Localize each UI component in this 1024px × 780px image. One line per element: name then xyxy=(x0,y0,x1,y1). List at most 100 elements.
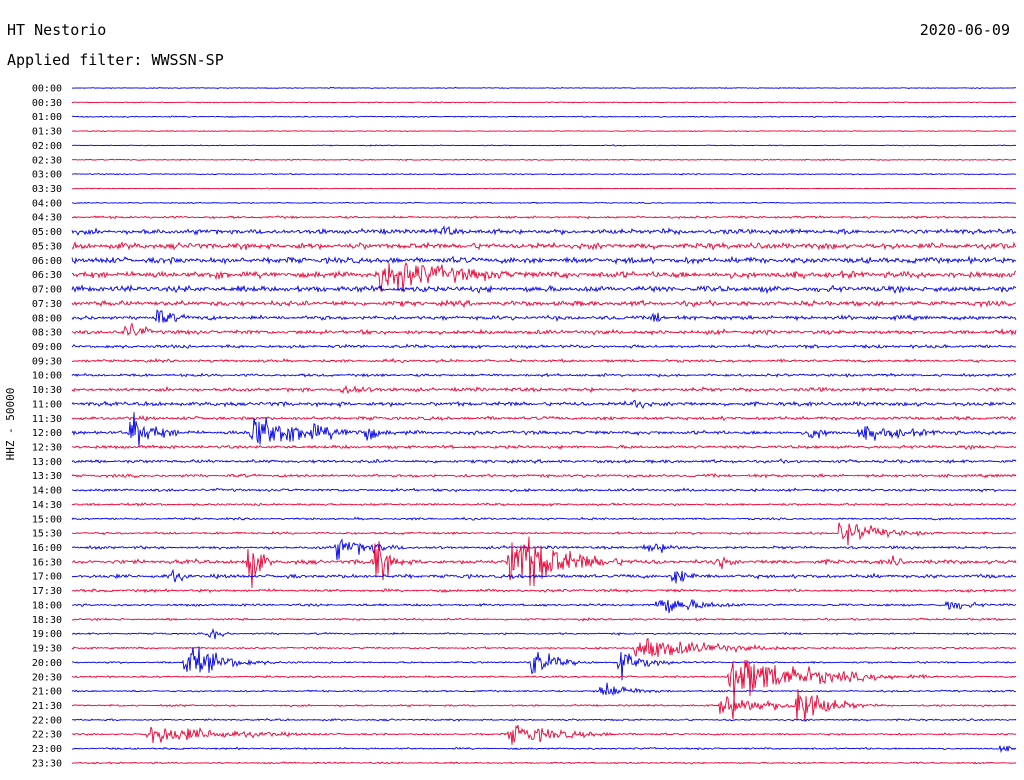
trace-row-0630 xyxy=(71,261,1017,292)
time-tick-label: 10:30 xyxy=(32,385,62,396)
time-tick-label: 07:00 xyxy=(32,285,62,296)
time-tick-label: 01:00 xyxy=(32,112,62,123)
trace-row-1500 xyxy=(71,516,1017,521)
trace-row-1530 xyxy=(71,522,1017,546)
trace-row-2000 xyxy=(71,646,1017,681)
time-tick-label: 16:00 xyxy=(32,543,62,554)
station-title: HT Nestorio xyxy=(7,21,107,39)
trace-row-0200 xyxy=(71,144,1017,147)
trace-row-0730 xyxy=(71,299,1017,309)
time-tick-label: 03:30 xyxy=(32,184,62,195)
time-tick-label: 04:00 xyxy=(32,198,62,209)
trace-row-1900 xyxy=(71,627,1017,640)
trace-row-1930 xyxy=(71,637,1017,658)
trace-row-1700 xyxy=(71,568,1017,584)
time-tick-label: 15:30 xyxy=(32,529,62,540)
trace-row-2230 xyxy=(71,724,1017,745)
time-tick-label: 17:00 xyxy=(32,572,62,583)
trace-row-1330 xyxy=(71,472,1017,479)
trace-row-1630 xyxy=(71,536,1017,588)
time-tick-label: 16:30 xyxy=(32,557,62,568)
time-tick-label: 12:30 xyxy=(32,443,62,454)
time-tick-label: 14:00 xyxy=(32,486,62,497)
time-tick-label: 18:00 xyxy=(32,600,62,611)
time-tick-label: 20:30 xyxy=(32,672,62,683)
time-tick-label: 01:30 xyxy=(32,127,62,138)
trace-row-0830 xyxy=(71,322,1017,337)
trace-row-0000 xyxy=(71,86,1016,90)
trace-row-1030 xyxy=(71,384,1016,395)
trace-row-0500 xyxy=(71,225,1017,236)
trace-row-0600 xyxy=(71,255,1017,266)
trace-row-0530 xyxy=(71,241,1017,251)
trace-row-0400 xyxy=(71,201,1016,205)
trace-row-0030 xyxy=(71,101,1017,104)
time-tick-label: 06:00 xyxy=(32,256,62,267)
trace-row-1800 xyxy=(71,599,1017,614)
time-tick-label: 21:00 xyxy=(32,687,62,698)
trace-row-0300 xyxy=(71,172,1016,176)
time-tick-label: 11:30 xyxy=(32,414,62,425)
time-tick-label: 20:00 xyxy=(32,658,62,669)
time-tick-label: 23:30 xyxy=(32,758,62,769)
trace-row-1730 xyxy=(71,587,1017,594)
time-tick-label: 06:30 xyxy=(32,270,62,281)
time-tick-label: 05:30 xyxy=(32,241,62,252)
time-tick-label: 19:30 xyxy=(32,644,62,655)
trace-row-1000 xyxy=(71,372,1017,378)
time-tick-label: 22:30 xyxy=(32,730,62,741)
time-tick-label: 19:00 xyxy=(32,629,62,640)
trace-row-0900 xyxy=(71,343,1017,350)
seismic-traces xyxy=(71,86,1017,765)
trace-row-1130 xyxy=(71,415,1017,422)
trace-row-0130 xyxy=(71,129,1017,133)
time-tick-label: 04:30 xyxy=(32,213,62,224)
time-tick-label: 10:00 xyxy=(32,371,62,382)
trace-row-0330 xyxy=(71,187,1017,190)
time-tick-label: 00:30 xyxy=(32,98,62,109)
time-tick-label: 02:00 xyxy=(32,141,62,152)
time-tick-label: 13:30 xyxy=(32,471,62,482)
time-tick-label: 17:30 xyxy=(32,586,62,597)
trace-row-1300 xyxy=(71,458,1017,465)
time-tick-label: 08:00 xyxy=(32,313,62,324)
time-tick-label: 23:00 xyxy=(32,744,62,755)
time-tick-label: 14:30 xyxy=(32,500,62,511)
trace-row-0700 xyxy=(71,284,1017,295)
time-tick-label: 08:30 xyxy=(32,328,62,339)
trace-row-0230 xyxy=(71,158,1017,162)
trace-row-1600 xyxy=(71,538,1017,561)
time-tick-label: 09:30 xyxy=(32,356,62,367)
trace-row-1200 xyxy=(71,412,1017,448)
time-tick-label: 13:00 xyxy=(32,457,62,468)
time-tick-label: 22:00 xyxy=(32,715,62,726)
time-tick-label: 02:30 xyxy=(32,155,62,166)
trace-row-1100 xyxy=(71,399,1017,409)
trace-row-0930 xyxy=(71,357,1017,364)
trace-row-2300 xyxy=(71,745,1017,754)
record-date: 2020-06-09 xyxy=(919,21,1010,39)
trace-row-2200 xyxy=(71,717,1017,722)
trace-row-2130 xyxy=(71,689,1016,722)
trace-row-1430 xyxy=(71,502,1017,507)
trace-row-1230 xyxy=(71,444,1017,451)
trace-row-1400 xyxy=(71,487,1017,493)
time-tick-label: 03:00 xyxy=(32,170,62,181)
time-tick-label: 05:00 xyxy=(32,227,62,238)
applied-filter: Applied filter: WWSSN-SP xyxy=(7,51,224,69)
time-tick-label: 15:00 xyxy=(32,514,62,525)
time-tick-label: 12:00 xyxy=(32,428,62,439)
trace-row-2100 xyxy=(71,682,1017,696)
trace-row-0430 xyxy=(71,215,1016,220)
time-tick-label: 21:30 xyxy=(32,701,62,712)
time-tick-label: 18:30 xyxy=(32,615,62,626)
trace-row-1830 xyxy=(71,617,1017,622)
trace-row-0100 xyxy=(71,115,1017,119)
trace-row-2030 xyxy=(71,659,1017,702)
time-tick-label: 09:00 xyxy=(32,342,62,353)
time-tick-label: 11:00 xyxy=(32,399,62,410)
time-tick-label: 00:00 xyxy=(32,84,62,95)
time-tick-labels: 00:00 00:30 01:00 01:30 02:00 02:30 03:00 03:30… xyxy=(32,84,62,770)
time-tick-label: 07:30 xyxy=(32,299,62,310)
